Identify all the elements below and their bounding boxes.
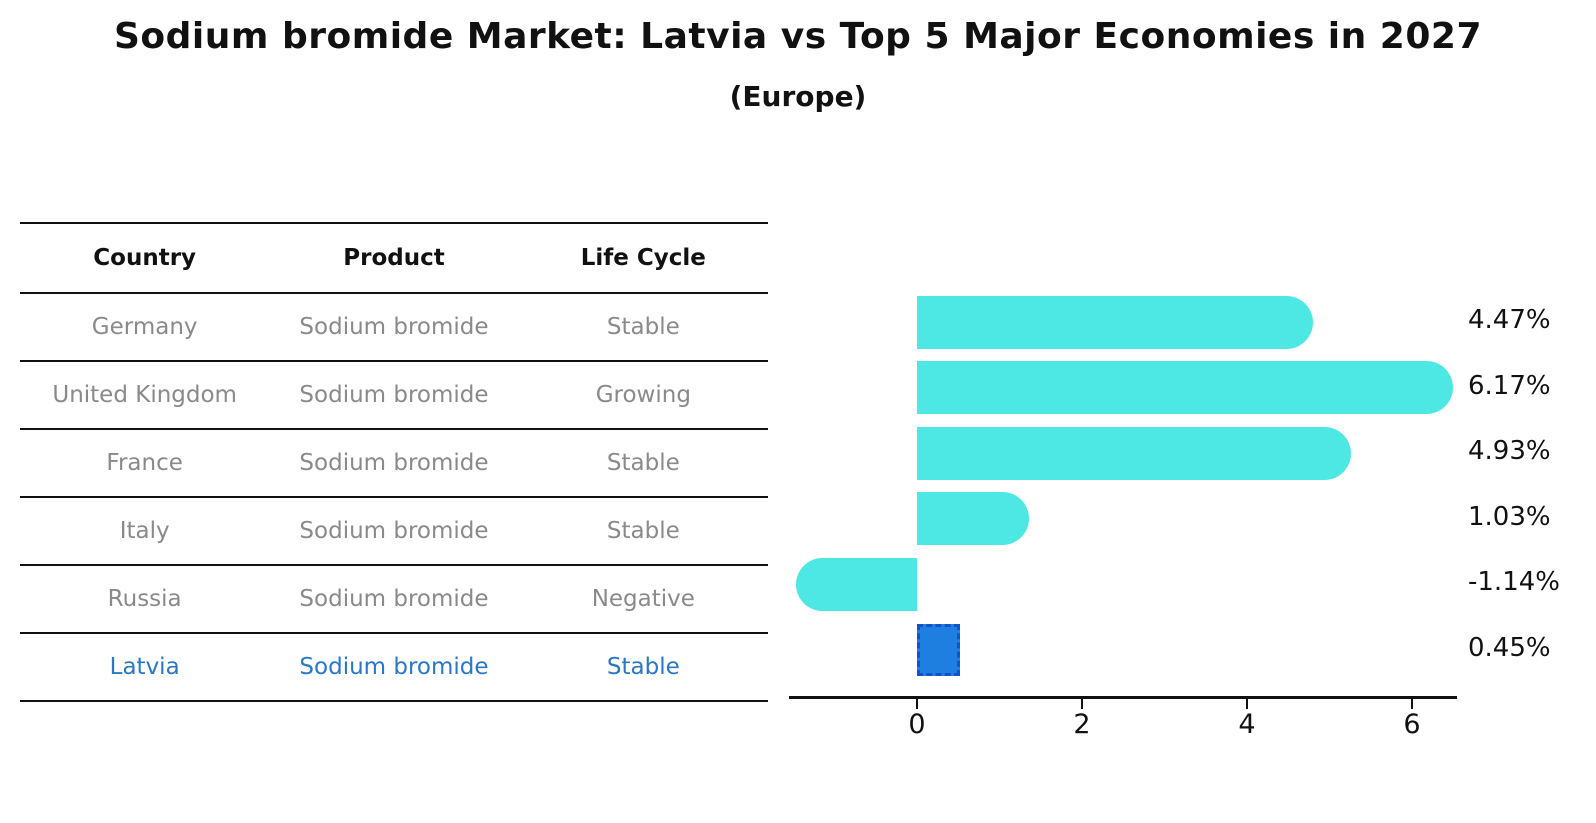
value-label-germany: 4.47% xyxy=(1468,305,1551,335)
bar-italy xyxy=(917,492,1029,545)
country-cell: Latvia xyxy=(109,654,180,680)
lifecycle-cell: Stable xyxy=(606,518,680,544)
country-cell: Italy xyxy=(119,518,170,544)
table-row-united-kingdom: United Kingdom Sodium bromide Growing xyxy=(20,361,768,429)
lifecycle-cell: Stable xyxy=(606,654,680,680)
table-row-italy: Italy Sodium bromide Stable xyxy=(20,497,768,565)
comparison-table: Country Product Life Cycle Germany Sodium… xyxy=(20,222,768,702)
x-axis-tick-label-2: 2 xyxy=(1073,709,1091,740)
table-row-france: France Sodium bromide Stable xyxy=(20,429,768,497)
value-label-united-kingdom: 6.17% xyxy=(1468,370,1551,401)
value-label-italy: 1.03% xyxy=(1468,501,1551,532)
product-cell: Sodium bromide xyxy=(299,450,489,476)
comparison-table-head: Country Product Life Cycle xyxy=(20,223,768,293)
x-axis-tick-0 xyxy=(916,699,918,709)
lifecycle-cell: Stable xyxy=(606,314,680,340)
product-cell: Sodium bromide xyxy=(299,518,489,544)
country-cell: France xyxy=(106,450,183,476)
page-subtitle: (Europe) xyxy=(729,80,867,113)
table-header-country: Country xyxy=(93,245,197,271)
product-cell: Sodium bromide xyxy=(299,586,489,612)
comparison-table-body: Germany Sodium bromide Stable United Kingdo… xyxy=(20,293,768,701)
table-header-row: Country Product Life Cycle xyxy=(20,223,768,293)
x-axis-tick-label-4: 4 xyxy=(1238,709,1256,740)
product-cell: Sodium bromide xyxy=(299,314,489,340)
lifecycle-cell: Growing xyxy=(595,382,691,408)
bar-france xyxy=(917,426,1351,480)
bar-united-kingdom xyxy=(917,361,1454,414)
country-cell: Russia xyxy=(107,586,182,612)
product-cell: Sodium bromide xyxy=(299,654,489,680)
table-header-product: Product xyxy=(343,245,445,271)
bar-latvia xyxy=(917,623,961,676)
table-row-russia: Russia Sodium bromide Negative xyxy=(20,565,768,633)
table-row-latvia: Latvia Sodium bromide Stable xyxy=(20,633,768,701)
bar-russia xyxy=(795,557,917,611)
lifecycle-cell: Negative xyxy=(591,586,695,612)
x-axis-tick-4 xyxy=(1246,699,1248,709)
x-axis-tick-label-0: 0 xyxy=(908,709,926,740)
value-label-france: 4.93% xyxy=(1468,436,1551,466)
country-cell: United Kingdom xyxy=(52,382,237,408)
table-header-lifecycle: Life Cycle xyxy=(580,245,706,271)
value-label-latvia: 0.45% xyxy=(1468,632,1551,663)
product-cell: Sodium bromide xyxy=(299,382,489,408)
x-axis-line xyxy=(789,696,1457,699)
lifecycle-cell: Stable xyxy=(606,450,680,476)
country-cell: Germany xyxy=(91,314,198,340)
x-axis-tick-6 xyxy=(1411,699,1413,709)
bar-germany xyxy=(917,295,1313,349)
page-title: Sodium bromide Market: Latvia vs Top 5 M… xyxy=(114,16,1482,57)
table-row-germany: Germany Sodium bromide Stable xyxy=(20,293,768,361)
x-axis-tick-label-6: 6 xyxy=(1403,709,1421,740)
value-label-russia: -1.14% xyxy=(1468,567,1560,597)
x-axis-tick-2 xyxy=(1081,699,1083,709)
